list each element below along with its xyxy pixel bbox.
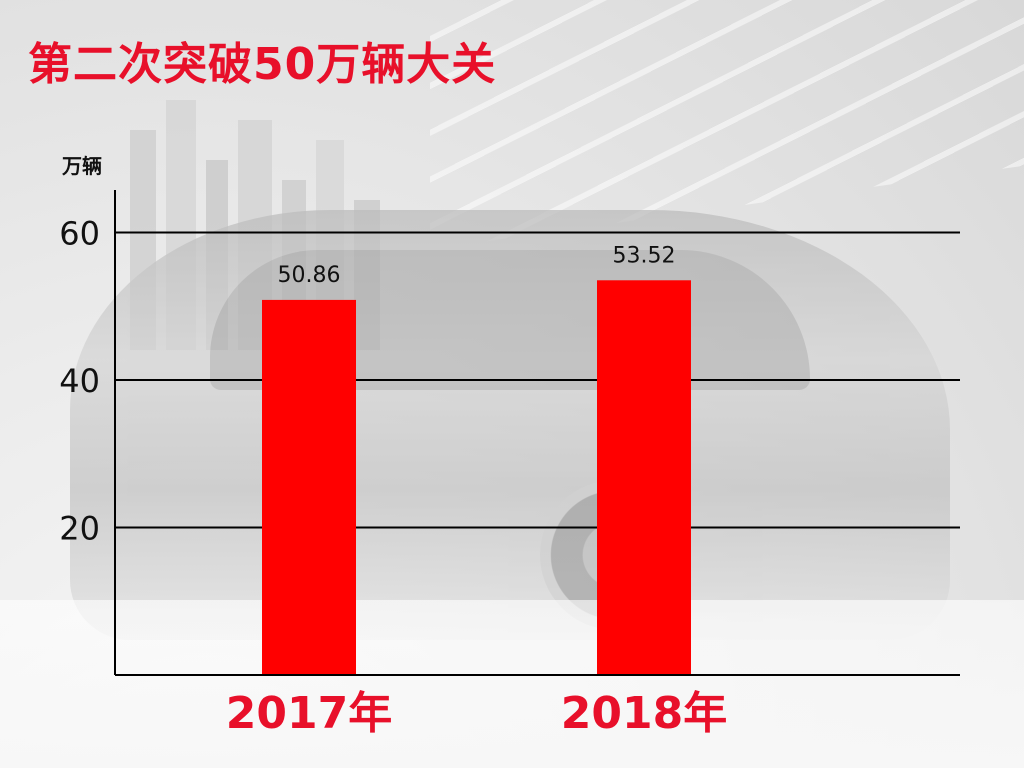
x-category-label: 2017年 — [226, 688, 392, 739]
bar-1 — [262, 299, 356, 675]
background-floor — [0, 600, 1024, 768]
axes — [114, 190, 960, 676]
bar-2 — [597, 280, 691, 675]
labels: 20 40 60 50.86 2017年 53.52 2018年 — [59, 215, 727, 740]
y-tick-label: 40 — [59, 362, 100, 400]
data-label: 50.86 — [278, 263, 341, 288]
data-label: 53.52 — [613, 243, 676, 268]
y-axis-unit-label: 万辆 — [62, 154, 102, 178]
gridlines — [115, 231, 960, 529]
y-tick-label: 20 — [59, 510, 100, 548]
x-category-label: 2018年 — [561, 688, 727, 739]
y-tick-label: 60 — [59, 215, 100, 253]
bars — [262, 280, 691, 675]
chart-title: 第二次突破50万辆大关 — [28, 39, 497, 90]
